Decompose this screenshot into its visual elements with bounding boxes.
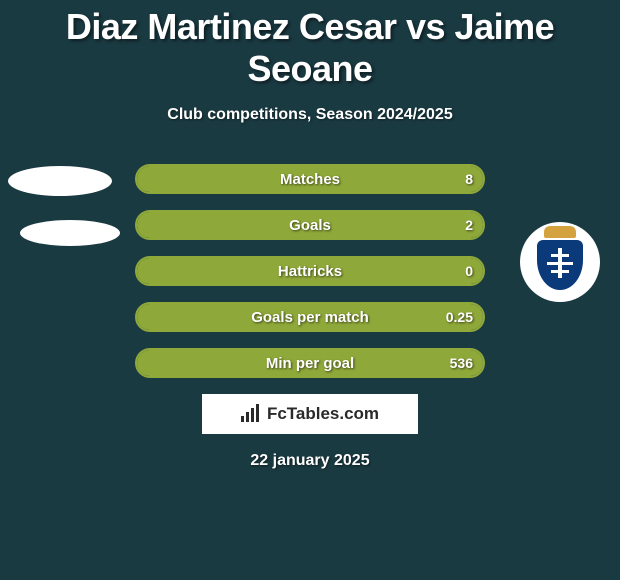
stat-label: Hattricks xyxy=(278,263,342,280)
subtitle: Club competitions, Season 2024/2025 xyxy=(0,106,620,124)
stat-label: Goals xyxy=(289,217,331,234)
stat-right-value: 0.25 xyxy=(446,309,473,325)
player-left-logo-1 xyxy=(8,166,112,196)
crest-shield-icon xyxy=(537,240,583,290)
fctables-logo: FcTables.com xyxy=(202,394,418,434)
stat-right-value: 0 xyxy=(465,263,473,279)
player-left-logo-2 xyxy=(20,220,120,246)
player-right-crest xyxy=(520,222,600,302)
stats-area: Matches 8 Goals 2 Hattricks 0 Goals per match 0… xyxy=(0,164,620,378)
stat-rows: Matches 8 Goals 2 Hattricks 0 Goals per match 0… xyxy=(135,164,485,378)
stat-right-value: 8 xyxy=(465,171,473,187)
stat-right-value: 536 xyxy=(450,355,473,371)
stat-label: Goals per match xyxy=(251,309,369,326)
stat-label: Min per goal xyxy=(266,355,354,372)
stat-label: Matches xyxy=(280,171,340,188)
stat-row: Goals per match 0.25 xyxy=(135,302,485,332)
stat-right-value: 2 xyxy=(465,217,473,233)
crest-crown-icon xyxy=(544,226,576,238)
stat-row: Min per goal 536 xyxy=(135,348,485,378)
stat-row: Goals 2 xyxy=(135,210,485,240)
logo-text: FcTables.com xyxy=(267,404,379,424)
date-label: 22 january 2025 xyxy=(0,452,620,470)
stat-row: Hattricks 0 xyxy=(135,256,485,286)
bar-chart-icon xyxy=(241,406,261,422)
stat-row: Matches 8 xyxy=(135,164,485,194)
page-title: Diaz Martinez Cesar vs Jaime Seoane xyxy=(0,6,620,90)
